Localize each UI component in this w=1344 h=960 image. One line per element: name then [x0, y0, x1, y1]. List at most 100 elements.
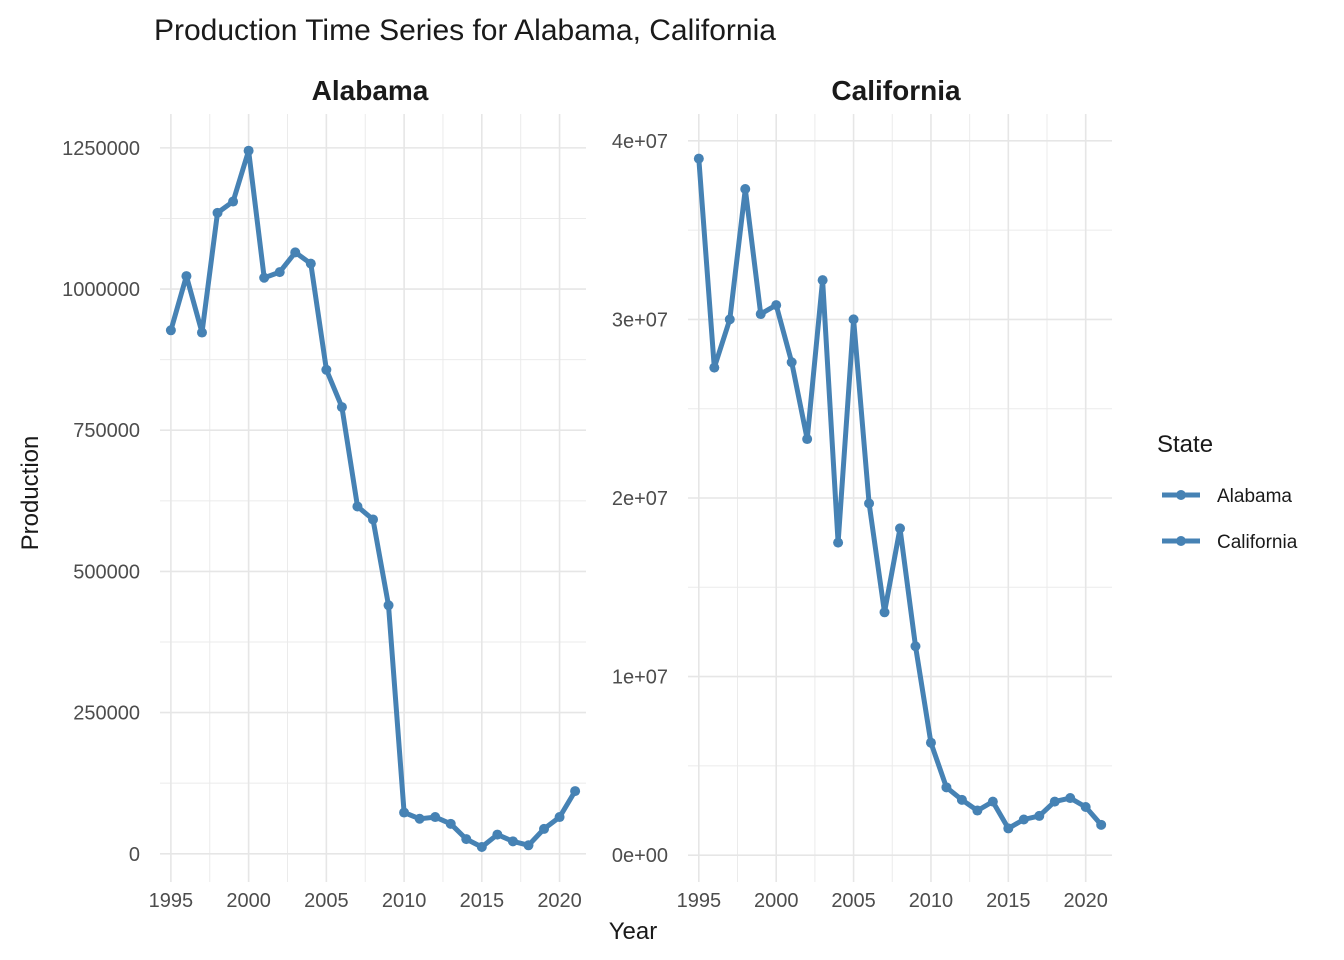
x-tick-label-alabama: 2015: [460, 890, 505, 912]
data-point-california: [740, 184, 751, 195]
data-point-alabama: [181, 271, 192, 282]
panel-title-california: California: [831, 75, 961, 106]
data-point-california: [972, 805, 983, 816]
x-ticks-california: 1995 2000 2005 2010 2015 2020: [677, 890, 1108, 912]
data-point-alabama: [352, 501, 363, 512]
y-tick-label-california: 3e+07: [612, 309, 668, 331]
series-alabama: [165, 145, 581, 852]
x-tick-label-california: 2005: [831, 890, 876, 912]
y-tick-label-california: 1e+07: [612, 667, 668, 689]
panel-alabama: Alabama 0 250000 500000 750000 1000000 125000…: [62, 75, 586, 912]
data-point-california: [1065, 793, 1076, 804]
data-point-california: [1018, 814, 1029, 825]
data-point-alabama: [336, 402, 347, 413]
data-point-alabama: [445, 818, 456, 829]
series-line-california: [696, 156, 1104, 831]
x-ticks-alabama: 1995 2000 2005 2010 2015 2020: [149, 890, 582, 912]
y-tick-label-alabama: 500000: [73, 561, 140, 583]
data-point-california: [1034, 810, 1045, 821]
x-tick-label-alabama: 1995: [149, 890, 194, 912]
y-tick-label-california: 2e+07: [612, 488, 668, 510]
data-point-alabama: [321, 364, 332, 375]
data-point-california: [1049, 796, 1060, 807]
grid-california: [688, 114, 1112, 882]
data-point-california: [910, 641, 921, 652]
data-point-california: [848, 314, 859, 325]
y-axis-title: Production: [17, 436, 44, 551]
data-point-california: [1096, 819, 1107, 830]
y-tick-label-alabama: 1250000: [62, 138, 140, 160]
data-point-california: [786, 357, 797, 368]
data-point-alabama: [228, 196, 239, 207]
y-ticks-california: 0e+00 1e+07 2e+07 3e+07 4e+07: [612, 131, 668, 867]
data-point-california: [941, 782, 952, 793]
x-tick-label-alabama: 2005: [304, 890, 349, 912]
legend-entries: Alabama California: [1162, 486, 1298, 553]
data-point-alabama: [461, 834, 472, 845]
data-point-alabama: [414, 813, 425, 824]
data-point-alabama: [399, 807, 410, 818]
legend-title: State: [1157, 431, 1213, 458]
data-point-california: [956, 794, 967, 805]
legend: State Alabama California: [1157, 431, 1298, 553]
data-point-california: [802, 434, 813, 445]
data-point-california: [709, 362, 720, 373]
data-point-alabama: [274, 267, 285, 278]
data-point-alabama: [539, 823, 550, 834]
y-tick-label-california: 4e+07: [612, 131, 668, 153]
data-point-alabama: [368, 514, 378, 525]
data-point-alabama: [290, 247, 301, 258]
data-point-alabama: [383, 600, 394, 611]
x-tick-label-california: 2015: [986, 890, 1031, 912]
data-point-alabama: [212, 207, 223, 218]
data-point-alabama: [165, 325, 176, 336]
series-line-alabama: [168, 148, 578, 850]
data-point-california: [771, 300, 782, 311]
legend-marker-california: [1176, 536, 1186, 546]
data-point-alabama: [554, 812, 565, 823]
x-tick-label-california: 2010: [909, 890, 954, 912]
data-point-alabama: [523, 840, 534, 851]
x-tick-label-california: 1995: [677, 890, 722, 912]
data-point-california: [879, 607, 890, 618]
y-tick-label-alabama: 0: [129, 844, 140, 866]
data-point-alabama: [430, 812, 441, 823]
data-point-alabama: [507, 836, 518, 847]
data-point-alabama: [492, 829, 503, 840]
panel-title-alabama: Alabama: [312, 75, 429, 106]
x-tick-label-alabama: 2010: [382, 890, 427, 912]
series-california: [693, 153, 1107, 834]
data-point-alabama: [259, 272, 270, 283]
chart-title: Production Time Series for Alabama, Cali…: [154, 14, 776, 47]
y-tick-label-alabama: 250000: [73, 703, 140, 725]
legend-label-alabama: Alabama: [1217, 486, 1292, 507]
data-point-california: [895, 523, 905, 534]
data-point-alabama: [196, 327, 207, 338]
legend-marker-alabama: [1176, 490, 1186, 500]
y-ticks-alabama: 0 250000 500000 750000 1000000 1250000: [62, 138, 140, 866]
data-point-california: [864, 498, 875, 509]
data-point-alabama: [476, 841, 487, 852]
x-axis-title: Year: [609, 918, 658, 945]
data-point-california: [724, 314, 735, 325]
data-point-california: [987, 796, 998, 807]
y-tick-label-alabama: 750000: [73, 420, 140, 442]
data-point-alabama: [570, 786, 581, 797]
x-tick-label-california: 2000: [754, 890, 799, 912]
data-point-california: [925, 737, 936, 748]
data-point-california: [693, 153, 704, 164]
y-tick-label-alabama: 1000000: [62, 279, 140, 301]
x-tick-label-alabama: 2000: [226, 890, 271, 912]
data-point-alabama: [243, 145, 254, 156]
panel-california: California 0e+00 1e+07 2e+07 3e+07 4e+07 199…: [612, 75, 1112, 912]
data-point-california: [833, 537, 844, 548]
x-tick-label-alabama: 2020: [537, 890, 582, 912]
data-point-california: [1003, 823, 1014, 834]
data-point-california: [1080, 801, 1091, 812]
data-point-california: [817, 275, 828, 286]
data-point-california: [755, 309, 766, 320]
grid-alabama: [160, 114, 586, 882]
legend-label-california: California: [1217, 532, 1298, 553]
data-point-alabama: [305, 258, 316, 269]
